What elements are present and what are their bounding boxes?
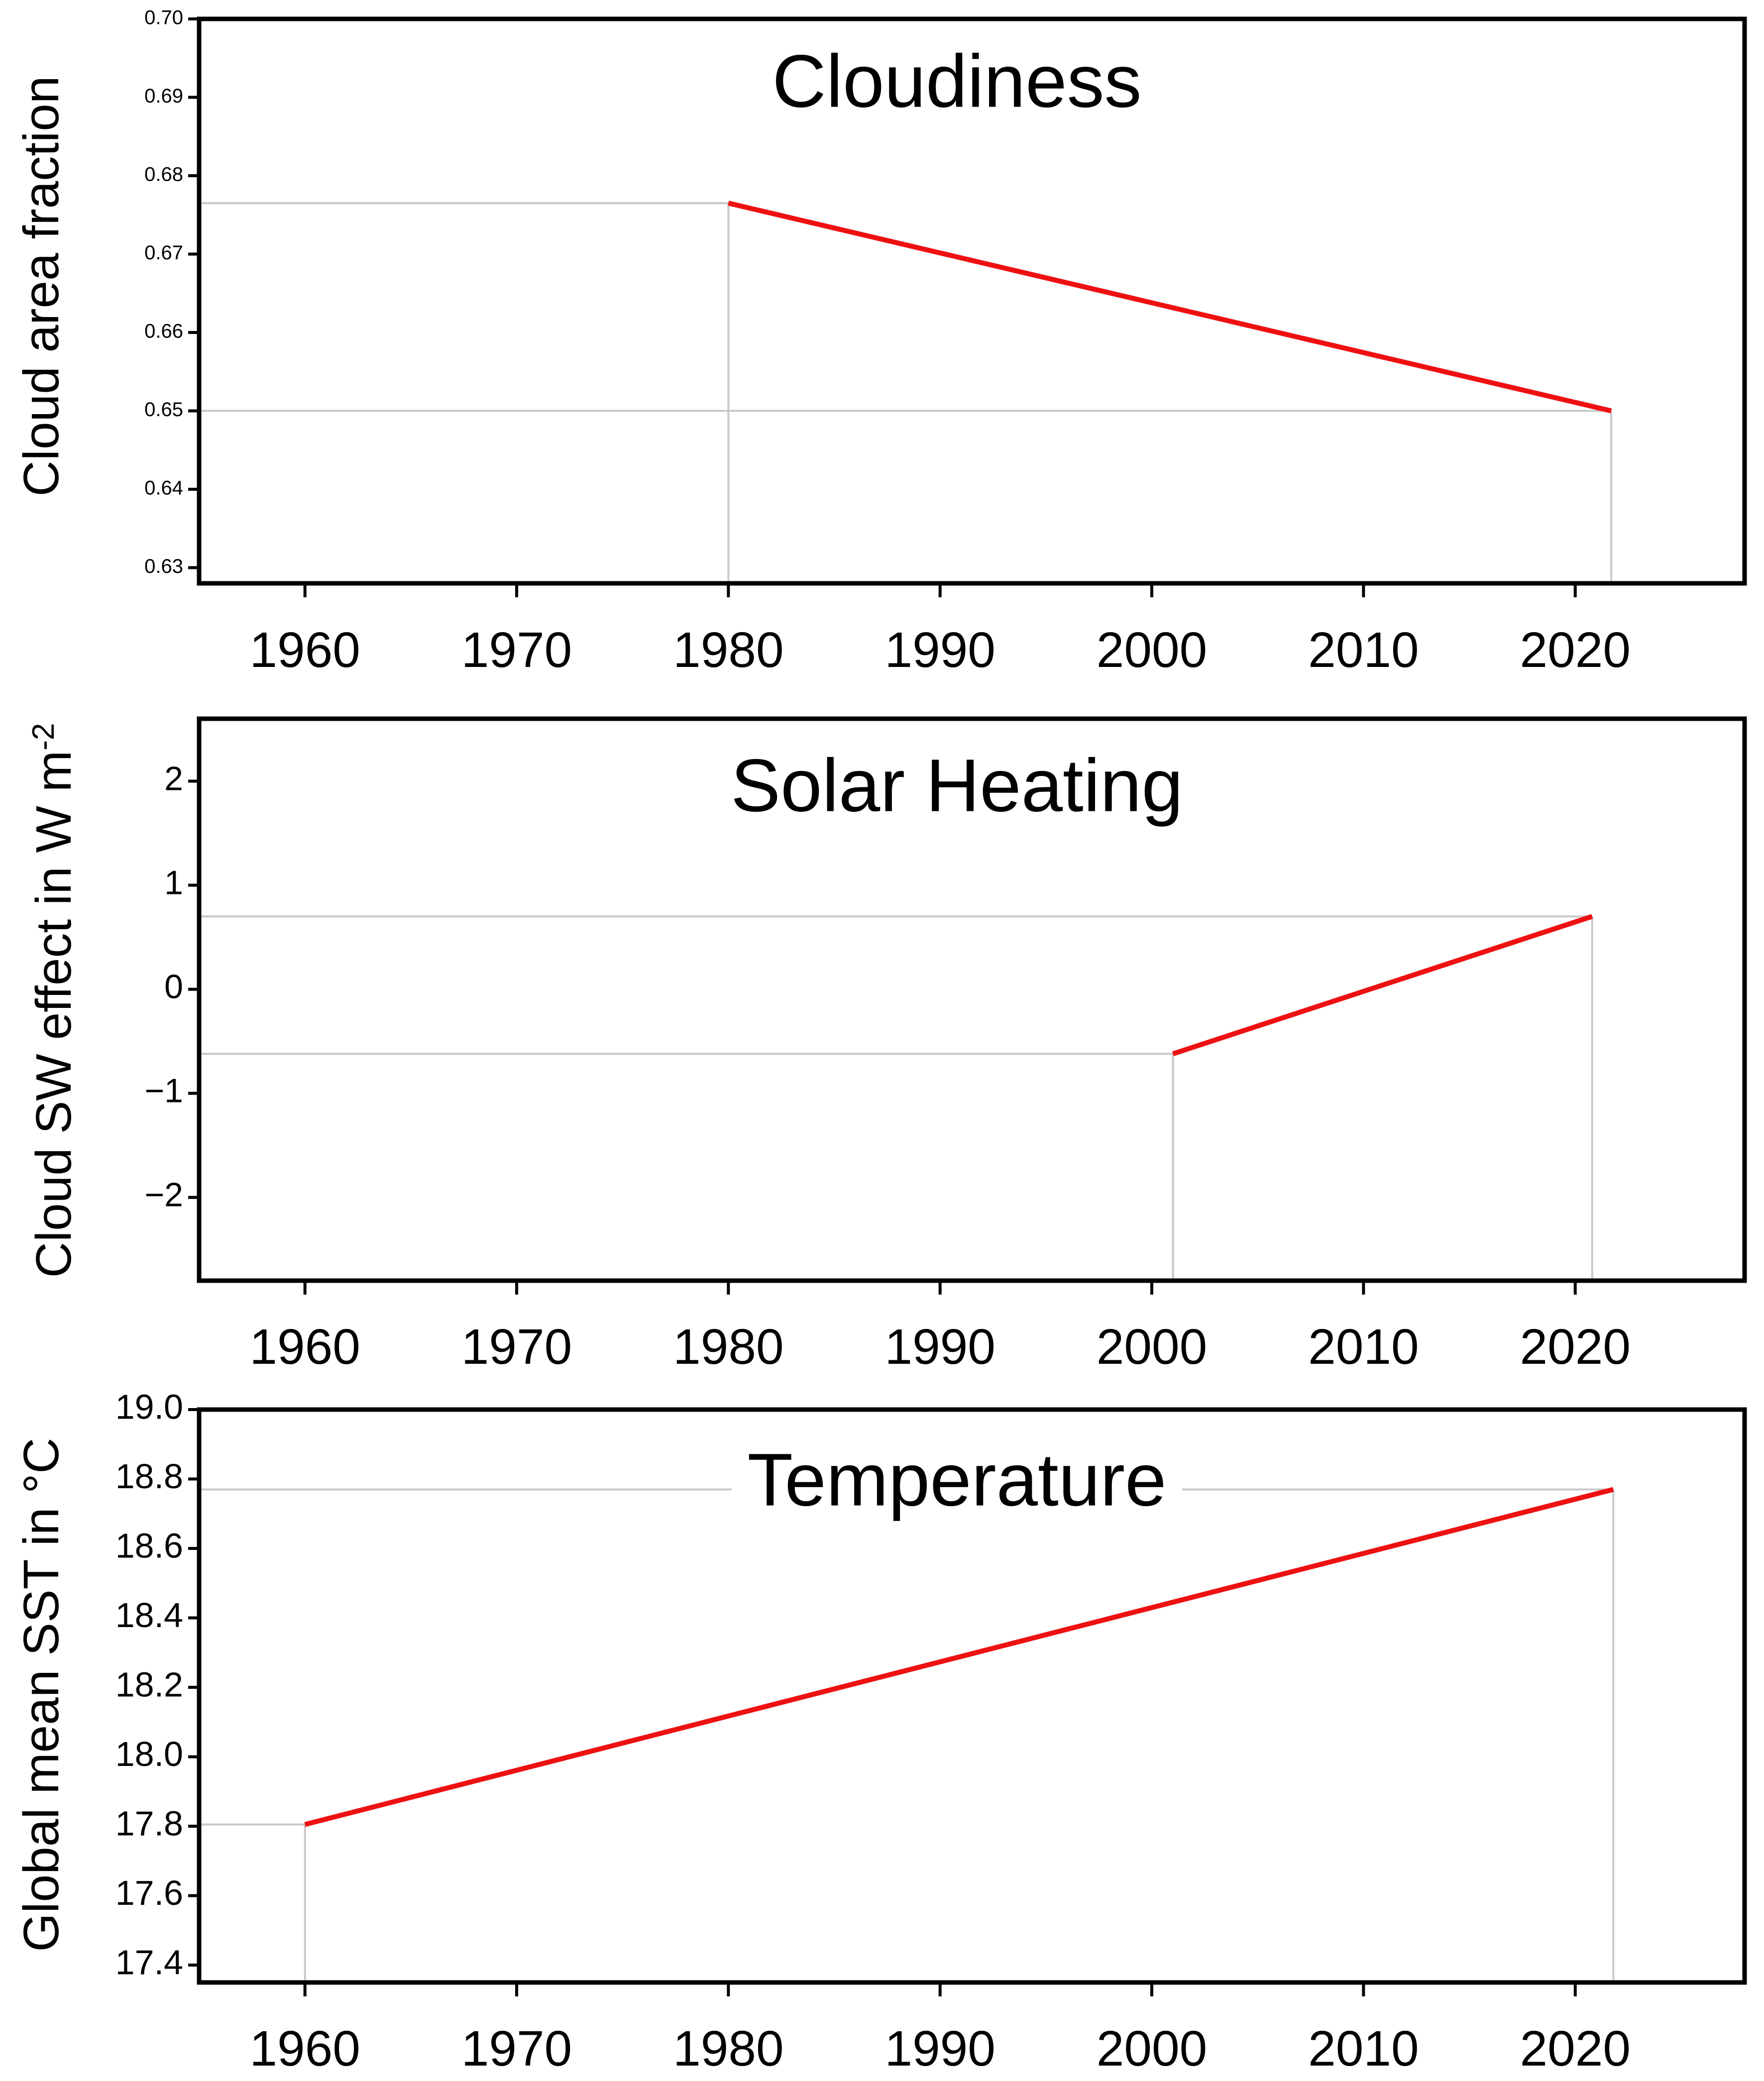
x-tick-label: 1980 xyxy=(673,622,783,678)
x-tick-label: 1990 xyxy=(884,2021,995,2077)
series-line xyxy=(728,201,1612,414)
plot-frame xyxy=(197,16,1747,586)
x-tick-label: 1970 xyxy=(461,2021,572,2077)
x-tick-label: 1960 xyxy=(249,1319,360,1375)
y-axis-label: Cloud SW effect in W m-2 xyxy=(26,723,82,1278)
y-tick-label: 17.6 xyxy=(115,1873,183,1912)
x-tick-label: 1960 xyxy=(249,622,360,678)
x-tick-label: 2020 xyxy=(1520,2021,1630,2077)
y-tick-label: 18.6 xyxy=(115,1527,183,1565)
title-mask xyxy=(732,1431,1182,1531)
y-tick-label: 1 xyxy=(164,864,183,901)
series-line xyxy=(1172,914,1593,1056)
y-tick-label: 0.64 xyxy=(144,477,183,499)
y-tick-label: 0.63 xyxy=(144,555,183,577)
y-tick-label: 17.4 xyxy=(115,1943,183,1982)
y-tick-label: 0.69 xyxy=(144,85,183,107)
x-tick-label: 1970 xyxy=(461,622,572,678)
series-line xyxy=(304,1487,1614,1827)
x-tick-label: 2000 xyxy=(1097,2021,1207,2077)
y-tick-label: 0 xyxy=(164,968,183,1006)
plot-frame xyxy=(197,1407,1747,1985)
panel-1: Cloudiness 0.63 0.64 0.65 0.66 0.67 0.68 0.69 0.… xyxy=(13,7,1747,678)
x-tick-label: 1990 xyxy=(884,1319,995,1375)
plot-frame xyxy=(197,716,1747,1283)
y-tick-label: 18.4 xyxy=(115,1596,183,1635)
x-tick-label: 1990 xyxy=(884,622,995,678)
y-tick-label: 0.68 xyxy=(144,164,183,186)
y-tick-label: 0.65 xyxy=(144,399,183,421)
y-tick-label: 0.66 xyxy=(144,321,183,342)
x-tick-label: 2010 xyxy=(1308,1319,1419,1375)
chart-title: Solar Heating xyxy=(731,744,1183,827)
x-tick-label: 2010 xyxy=(1308,622,1419,678)
x-tick-label: 1980 xyxy=(673,1319,783,1375)
chart-title: Cloudiness xyxy=(772,39,1141,123)
x-tick-label: 2020 xyxy=(1520,622,1630,678)
x-tick-label: 2000 xyxy=(1097,1319,1207,1375)
y-tick-label: 18.2 xyxy=(115,1665,183,1704)
y-tick-label: 19.0 xyxy=(115,1387,183,1426)
y-tick-label: 17.8 xyxy=(115,1804,183,1843)
x-tick-label: 1960 xyxy=(249,2021,360,2077)
x-tick-label: 1980 xyxy=(673,2021,783,2077)
y-tick-label: 0.67 xyxy=(144,242,183,264)
y-tick-label: −2 xyxy=(144,1176,183,1214)
x-tick-label: 2020 xyxy=(1520,1319,1630,1375)
y-axis-label: Global mean SST in °C xyxy=(13,1437,69,1952)
x-tick-label: 2010 xyxy=(1308,2021,1419,2077)
y-tick-label: 18.0 xyxy=(115,1735,183,1773)
chart-title: Temperature xyxy=(747,1438,1166,1522)
y-tick-label: 0.70 xyxy=(144,7,183,29)
y-tick-label: −1 xyxy=(144,1072,183,1110)
panel-2: Solar Heating −2 −1 0 1 2 1960 1970 1980 1990 2000… xyxy=(26,716,1747,1375)
y-axis-label: Cloud area fraction xyxy=(13,76,69,497)
y-tick-label: 2 xyxy=(164,760,183,797)
x-tick-label: 2000 xyxy=(1097,622,1207,678)
y-tick-label: 18.8 xyxy=(115,1457,183,1496)
panel-3: Temperature 17.4 17.6 17.8 18.0 18.2 18.4 18.6 1… xyxy=(13,1387,1747,2077)
x-tick-label: 1970 xyxy=(461,1319,572,1375)
